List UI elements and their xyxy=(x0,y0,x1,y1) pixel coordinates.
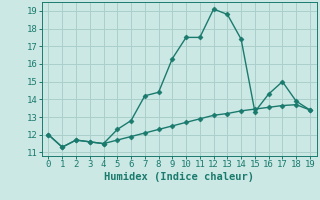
X-axis label: Humidex (Indice chaleur): Humidex (Indice chaleur) xyxy=(104,172,254,182)
